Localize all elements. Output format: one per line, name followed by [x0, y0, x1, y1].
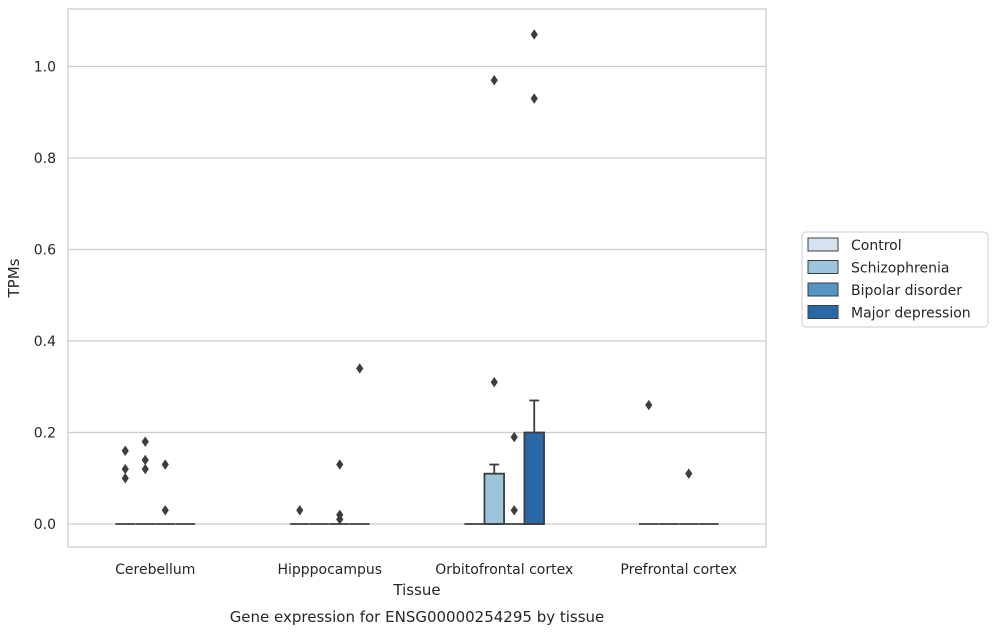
- outlier-point: [121, 445, 129, 456]
- outlier-point: [161, 505, 169, 516]
- box: [523, 431, 545, 525]
- x-tick-label: Prefrontal cortex: [620, 562, 737, 578]
- y-tick-labels: 0.0 0.2 0.4 0.6 0.8 1.0: [34, 60, 56, 534]
- x-tick-labels: Cerebellum Hipppocampus Orbitofrontal cort…: [115, 562, 737, 578]
- outlier-point: [141, 454, 149, 466]
- box: [483, 472, 505, 525]
- legend-label: Bipolar disorder: [851, 283, 962, 299]
- outlier-point: [490, 376, 498, 388]
- gridlines: [68, 65, 766, 525]
- y-axis-label: TPMs: [5, 258, 23, 298]
- outlier-point: [121, 473, 129, 484]
- outlier-point: [336, 459, 344, 470]
- y-tick-label: 0.0: [34, 517, 56, 533]
- outlier-point: [161, 459, 169, 470]
- x-tick-label: Cerebellum: [115, 562, 195, 578]
- plot-area-frame: [67, 8, 767, 548]
- outlier-point: [510, 505, 518, 516]
- outlier-point: [530, 29, 538, 40]
- box-marks: [115, 29, 719, 525]
- outlier-point: [336, 514, 344, 525]
- legend-swatch: [807, 282, 839, 297]
- y-tick-label: 0.2: [34, 426, 56, 442]
- outlier-point: [645, 399, 653, 411]
- outlier-point: [121, 463, 129, 475]
- y-tick-label: 1.0: [34, 60, 56, 76]
- legend-frame: [801, 231, 989, 328]
- outlier-point: [530, 93, 538, 104]
- legend-label: Schizophrenia: [851, 261, 949, 277]
- chart-caption: Gene expression for ENSG00000254295 by t…: [230, 608, 605, 626]
- x-tick-label: Hipppocampus: [277, 562, 382, 578]
- outlier-point: [685, 468, 693, 479]
- legend-label: Control: [851, 238, 902, 254]
- legend-swatch: [807, 305, 839, 319]
- outlier-point: [141, 463, 149, 475]
- legend-swatch: [807, 237, 839, 252]
- outlier-point: [356, 363, 364, 374]
- outlier-point: [141, 436, 149, 447]
- outlier-point: [296, 505, 304, 516]
- outlier-point: [510, 431, 518, 443]
- outlier-point: [490, 75, 498, 86]
- legend: Control Schizophrenia Bipolar disorder Majo…: [801, 231, 989, 328]
- y-tick-label: 0.4: [34, 334, 56, 350]
- x-axis-label: Tissue: [392, 581, 440, 599]
- legend-swatch: [807, 260, 839, 274]
- x-tick-label: Orbitofrontal cortex: [435, 562, 573, 578]
- y-tick-label: 0.6: [34, 243, 56, 259]
- legend-label: Major depression: [851, 306, 971, 322]
- y-tick-label: 0.8: [34, 151, 56, 167]
